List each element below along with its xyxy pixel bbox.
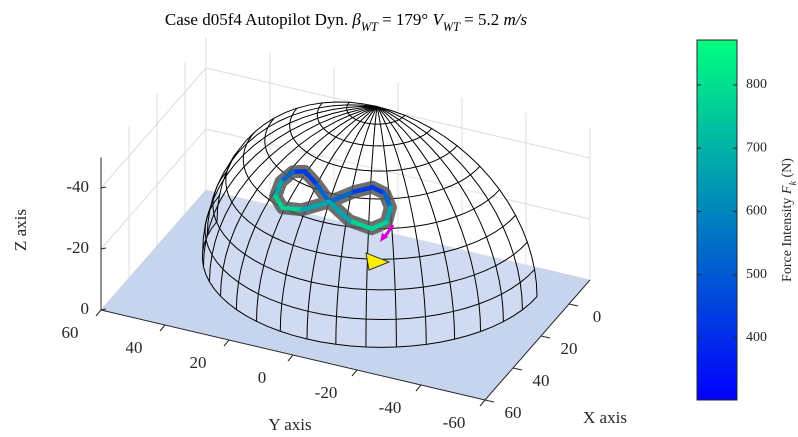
colorbar-tick-label: 800 [746, 77, 767, 92]
colorbar: Force Intensity Fk (N) 400 500 600 700 800 [696, 39, 798, 401]
trajectory-segment [369, 220, 389, 231]
dome-meridian [365, 106, 378, 348]
colorbar-tick-label: 600 [746, 204, 767, 219]
text-part: = 179° [378, 10, 433, 29]
x-axis-label: X axis [583, 408, 627, 427]
y-tick-label: 40 [126, 338, 143, 357]
dome-meridian [202, 106, 378, 267]
glider-marker [365, 252, 391, 271]
dome-meridian [376, 106, 482, 332]
trajectory-segment [351, 185, 375, 194]
chart-title: Case d05f4 Autopilot Dyn. βWT = 179° VWT… [165, 10, 528, 34]
dome-meridian [376, 106, 456, 340]
colorbar-bar [696, 39, 738, 401]
x-tick-label: 40 [533, 371, 550, 390]
y-tick-label: 20 [190, 353, 207, 372]
dome-meridian [220, 106, 378, 297]
text-part: m/s [503, 10, 527, 29]
dome-meridian [255, 106, 378, 322]
trajectory-segment [280, 205, 305, 212]
y-axis-label: Y axis [268, 415, 311, 434]
text-part: k [788, 180, 798, 185]
y-tick-label: 60 [62, 323, 79, 342]
z-tick [100, 186, 107, 189]
trajectory-segment [273, 179, 284, 199]
dome-meridian [376, 106, 427, 345]
text-part: F [780, 185, 795, 195]
y-tick [223, 339, 230, 347]
dome-meridian [376, 106, 523, 310]
grid-line [100, 128, 207, 250]
trajectory-segment [312, 180, 332, 205]
text-part: Force Intensity [780, 194, 795, 282]
z-tick-label: 0 [81, 299, 90, 318]
trajectory-segment [302, 169, 318, 185]
colorbar-tick-label: 500 [746, 267, 767, 282]
trajectory-layer [269, 164, 397, 236]
trajectory-segment [384, 205, 393, 225]
z-tick-label: -20 [66, 238, 89, 257]
x-tick [512, 367, 523, 371]
text-part: = 5.2 [460, 10, 504, 29]
y-tick [415, 384, 422, 392]
trajectory-segment [327, 199, 352, 224]
trajectory-segment [278, 169, 296, 184]
dome-meridian [376, 106, 504, 322]
grid-line [100, 67, 207, 189]
x-tick-label: 0 [593, 307, 602, 326]
text-part: (N) [780, 158, 795, 181]
z-tick [100, 247, 107, 250]
x-tick [568, 303, 579, 307]
x-tick [540, 335, 551, 339]
dome-meridian [208, 106, 378, 282]
y-tick [159, 324, 166, 332]
y-tick-label: -60 [443, 413, 466, 432]
trajectory-segment [327, 189, 357, 205]
floor-layer [101, 190, 590, 400]
x-axis-line [484, 279, 591, 401]
y-tick [351, 369, 358, 377]
kite-arrow-head [380, 233, 388, 242]
y-tick [287, 354, 294, 362]
text-part: V [432, 10, 445, 29]
z-axis-label: Z axis [11, 209, 30, 251]
floor [101, 190, 590, 400]
colorbar-tick-label: 700 [746, 140, 767, 155]
text-part: Case d05f4 Autopilot Dyn. [165, 10, 352, 29]
dome-meridian [376, 106, 538, 297]
colorbar-tick-label: 400 [746, 330, 767, 345]
y-tick-label: -40 [379, 398, 402, 417]
y-tick [95, 309, 102, 317]
colorbar-label: Force Intensity Fk (N) [780, 158, 798, 282]
y-tick-label: 0 [258, 368, 267, 387]
dome-meridian [216, 101, 378, 222]
y-tick-label: -20 [315, 383, 338, 402]
x-tick [484, 399, 495, 403]
trajectory-segment [299, 199, 332, 212]
dome-meridian [206, 104, 378, 236]
x-tick-label: 60 [505, 403, 522, 422]
x-tick-label: 20 [561, 339, 578, 358]
text-part: β [351, 10, 361, 29]
dome-meridian [202, 105, 378, 252]
z-tick [100, 308, 107, 311]
text-part: WT [443, 20, 461, 34]
trajectory-segment [382, 190, 393, 210]
z-tick-label: -40 [66, 177, 89, 196]
text-part: WT [361, 20, 379, 34]
trajectory-segment [347, 218, 374, 231]
y-tick [479, 399, 486, 407]
